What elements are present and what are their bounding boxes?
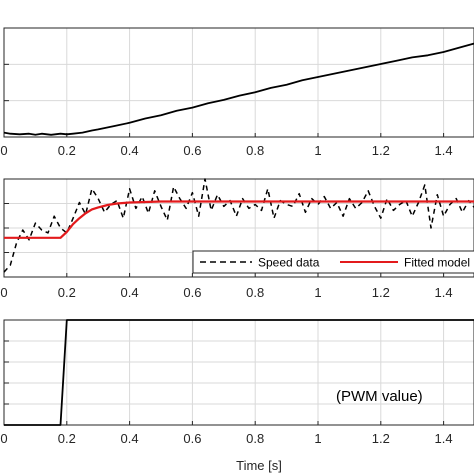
position-plot-xtick-label: 0.6 bbox=[183, 143, 201, 158]
speed-plot-xtick-label: 0.4 bbox=[121, 285, 139, 300]
speed-plot-xtick-label: 1.2 bbox=[372, 285, 390, 300]
speed-plot-xtick-label: 1 bbox=[314, 285, 321, 300]
pwm-plot-xtick-label: 1.2 bbox=[372, 431, 390, 446]
position-plot-xtick-labels: 0 0.2 0.4 0.6 0.8 1 1.2 1.4 bbox=[0, 143, 452, 158]
position-plot-xtick-label: 1.4 bbox=[435, 143, 453, 158]
speed-plot-lines bbox=[3, 178, 474, 273]
position-plot-xtick-label: 0.4 bbox=[121, 143, 139, 158]
speed-plot-xtick-label: 0 bbox=[0, 285, 7, 300]
speed-plot-xtick-labels: 0 0.2 0.4 0.6 0.8 1 1.2 1.4 bbox=[0, 285, 452, 300]
legend-box bbox=[192, 250, 474, 274]
x-axis-label: Time [s] bbox=[236, 458, 282, 473]
pwm-plot-xtick-labels: 0 0.2 0.4 0.6 0.8 1 1.2 1.4 bbox=[0, 431, 452, 446]
pwm-plot-lines bbox=[4, 319, 474, 426]
position-plot-series-line bbox=[3, 42, 474, 136]
pwm-plot-xtick-label: 0.2 bbox=[58, 431, 76, 446]
speed-plot-yticks bbox=[4, 203, 9, 253]
pwm-plot-xtick-label: 0.6 bbox=[183, 431, 201, 446]
speed-plot-xtick-label: 0.2 bbox=[58, 285, 76, 300]
legend-speed-data-label: Speed data bbox=[258, 256, 320, 270]
position-plot-xtick-label: 1.2 bbox=[372, 143, 390, 158]
position-plot-lines bbox=[3, 42, 474, 136]
position-plot-grid bbox=[3, 28, 474, 137]
speed-plot-xtick-label: 0.6 bbox=[183, 285, 201, 300]
speed-plot-xtick-label: 1.4 bbox=[435, 285, 453, 300]
position-plot-xtick-label: 0 bbox=[0, 143, 7, 158]
pwm-plot-xtick-label: 1 bbox=[314, 431, 321, 446]
position-plot-xtick-label: 1 bbox=[314, 143, 321, 158]
pwm-plot-xtick-label: 0.8 bbox=[246, 431, 264, 446]
pwm-plot-xtick-label: 1.4 bbox=[435, 431, 453, 446]
speed-plot-series-line bbox=[4, 200, 474, 239]
position-plot-yticks bbox=[4, 63, 9, 102]
pwm-annotation: (PWM value) bbox=[336, 388, 423, 405]
legend-fitted-model-label: Fitted model bbox=[404, 256, 470, 270]
pwm-plot-grid bbox=[3, 320, 474, 425]
pwm-plot-xtick-label: 0.4 bbox=[121, 431, 139, 446]
position-plot-frame bbox=[3, 27, 474, 138]
position-plot-xtick-label: 0.8 bbox=[246, 143, 264, 158]
position-plot-xtick-label: 0.2 bbox=[58, 143, 76, 158]
speed-plot-legend: Speed data Fitted model bbox=[192, 250, 474, 274]
speed-plot-series-line bbox=[3, 178, 474, 273]
pwm-plot-yticks bbox=[4, 340, 9, 405]
pwm-plot-series-line bbox=[4, 319, 474, 426]
position-plot-panel: 0 0.2 0.4 0.6 0.8 1 1.2 1.4 bbox=[0, 27, 474, 158]
pwm-plot-xtick-label: 0 bbox=[0, 431, 7, 446]
pwm-plot-frame bbox=[3, 319, 474, 426]
speed-plot-panel: 0 0.2 0.4 0.6 0.8 1 1.2 1.4 Speed data Fitted m… bbox=[0, 178, 474, 300]
pwm-plot-panel: 0 0.2 0.4 0.6 0.8 1 1.2 1.4 (PWM value) Time [s… bbox=[0, 319, 474, 473]
speed-plot-xtick-label: 0.8 bbox=[246, 285, 264, 300]
